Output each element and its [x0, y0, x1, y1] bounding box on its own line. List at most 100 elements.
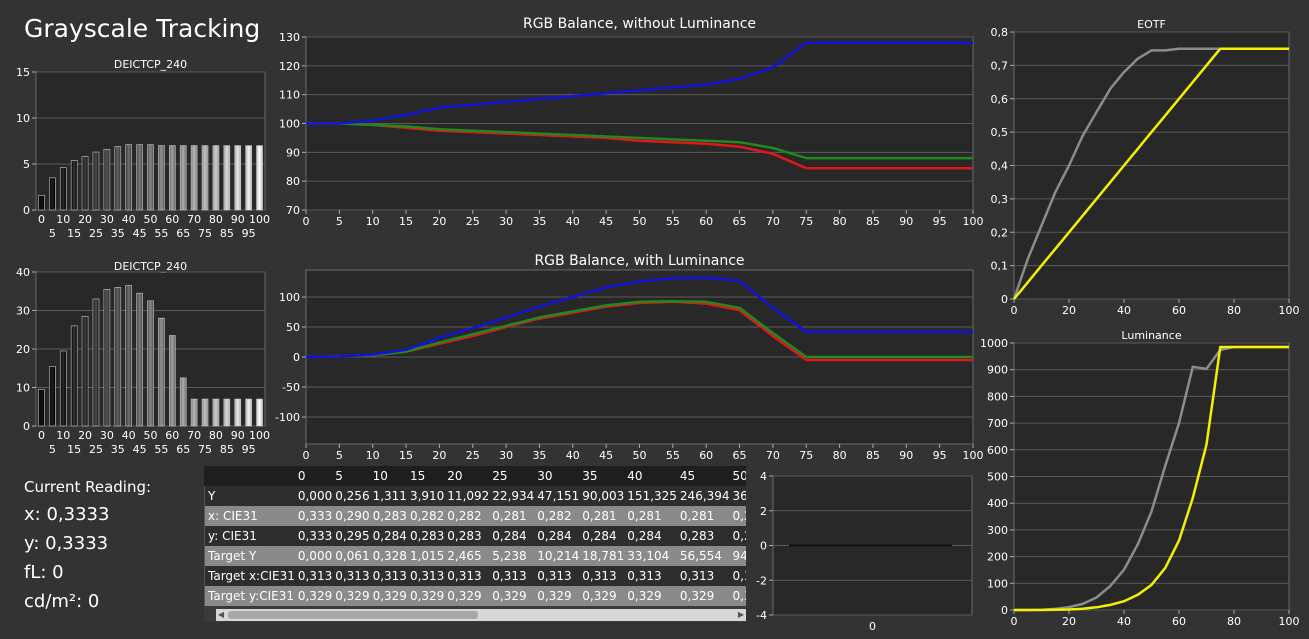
table-cell[interactable]: 94: [729, 546, 746, 566]
table-cell[interactable]: 0,329: [444, 586, 490, 606]
table-column-header[interactable]: 50: [729, 466, 746, 486]
table-cell[interactable]: 0,329: [406, 586, 445, 606]
table-cell[interactable]: 0,3: [729, 566, 746, 586]
table-cell[interactable]: 0,284: [369, 526, 407, 546]
table-cell[interactable]: 0,2: [729, 506, 746, 526]
table-cell[interactable]: 90,003: [579, 486, 625, 506]
table-cell[interactable]: 0,313: [489, 566, 535, 586]
table-cell[interactable]: 0,313: [332, 566, 370, 586]
deltae1-bar: [147, 144, 154, 211]
table-cell[interactable]: 0,313: [294, 566, 333, 586]
table-cell[interactable]: 0,282: [406, 506, 445, 526]
row-selector[interactable]: [204, 526, 205, 546]
table-row[interactable]: Y 0,000 0,256 1,311 3,910 11,092 22,934 47,151 9…: [204, 486, 746, 506]
eotf-xtick-label: 20: [1062, 304, 1076, 317]
table-cell[interactable]: 0,284: [624, 526, 677, 546]
table-column-header[interactable]: 5: [332, 466, 370, 486]
table-cell[interactable]: 0,329: [579, 586, 625, 606]
table-cell[interactable]: 0,295: [332, 526, 370, 546]
table-cell[interactable]: 33,104: [624, 546, 677, 566]
table-cell[interactable]: 0,313: [369, 566, 407, 586]
table-cell[interactable]: 0,282: [534, 506, 580, 526]
row-selector[interactable]: [204, 546, 205, 566]
table-cell[interactable]: 47,151: [534, 486, 580, 506]
table-cell[interactable]: 10,214: [534, 546, 580, 566]
table-cell[interactable]: 18,781: [579, 546, 625, 566]
table-cell[interactable]: 3,910: [406, 486, 445, 506]
measurement-grid[interactable]: 0 5 10 15 20 25 30 35 40 45 50 Y 0,000 0,256 1,311 3,9…: [204, 466, 746, 606]
table-cell[interactable]: 0,282: [444, 506, 490, 526]
scroll-right-arrow-icon[interactable]: ▶: [737, 610, 745, 619]
table-column-header[interactable]: 25: [489, 466, 535, 486]
table-cell[interactable]: 1,015: [406, 546, 445, 566]
table-cell[interactable]: 0,061: [332, 546, 370, 566]
table-cell[interactable]: 246,394: [676, 486, 730, 506]
table-cell[interactable]: 0,333: [294, 526, 333, 546]
table-cell[interactable]: 0,313: [534, 566, 580, 586]
table-cell[interactable]: 0,333: [294, 506, 333, 526]
table-cell[interactable]: 0,329: [332, 586, 370, 606]
scrollbar-thumb[interactable]: [228, 611, 478, 619]
table-cell[interactable]: 0,313: [624, 566, 677, 586]
table-row[interactable]: Target y:CIE31 0,329 0,329 0,329 0,329 0,329 0…: [204, 586, 746, 606]
table-cell[interactable]: 0,329: [534, 586, 580, 606]
table-row[interactable]: y: CIE31 0,333 0,295 0,284 0,283 0,283 0,284 0,…: [204, 526, 746, 546]
table-cell[interactable]: 0,283: [444, 526, 490, 546]
lum-ytick-label: 1000: [980, 337, 1008, 350]
row-selector[interactable]: [204, 486, 205, 506]
table-cell[interactable]: 5,238: [489, 546, 535, 566]
table-cell[interactable]: 151,325: [624, 486, 677, 506]
table-cell[interactable]: 0,329: [676, 586, 730, 606]
table-row[interactable]: Target Y 0,000 0,061 0,328 1,015 2,465 5,238 10…: [204, 546, 746, 566]
table-cell[interactable]: 0,329: [624, 586, 677, 606]
table-cell[interactable]: 0,284: [579, 526, 625, 546]
table-cell[interactable]: 0,3: [729, 586, 746, 606]
table-cell[interactable]: 0,329: [489, 586, 535, 606]
table-cell[interactable]: 1,311: [369, 486, 407, 506]
scroll-left-arrow-icon[interactable]: ◀: [217, 610, 225, 619]
table-cell[interactable]: 56,554: [676, 546, 730, 566]
table-cell[interactable]: 0,283: [676, 526, 730, 546]
table-column-header[interactable]: 30: [534, 466, 580, 486]
table-cell[interactable]: 0,313: [444, 566, 490, 586]
table-cell[interactable]: 0,328: [369, 546, 407, 566]
table-cell[interactable]: 0,283: [406, 526, 445, 546]
table-cell[interactable]: 0,281: [624, 506, 677, 526]
table-cell[interactable]: 22,934: [489, 486, 535, 506]
table-horizontal-scrollbar[interactable]: ◀ ▶: [216, 609, 746, 621]
row-selector[interactable]: [204, 586, 205, 606]
table-cell[interactable]: 0,281: [676, 506, 730, 526]
deltae1-bar: [201, 145, 209, 211]
table-column-header[interactable]: 0: [294, 466, 333, 486]
table-cell[interactable]: 11,092: [444, 486, 490, 506]
table-cell[interactable]: 0,000: [294, 486, 333, 506]
row-selector[interactable]: [204, 566, 205, 586]
measurement-table[interactable]: 0 5 10 15 20 25 30 35 40 45 50 Y 0,000 0,256 1,311 3,9…: [204, 466, 746, 622]
table-cell[interactable]: 0,284: [534, 526, 580, 546]
table-column-header[interactable]: 35: [579, 466, 625, 486]
table-column-header[interactable]: 45: [676, 466, 730, 486]
row-selector[interactable]: [204, 506, 205, 526]
table-column-header[interactable]: 40: [624, 466, 677, 486]
table-row[interactable]: x: CIE31 0,333 0,290 0,283 0,282 0,282 0,281 0,…: [204, 506, 746, 526]
table-column-header[interactable]: 20: [444, 466, 490, 486]
table-column-header[interactable]: 15: [406, 466, 445, 486]
table-row[interactable]: Target x:CIE31 0,313 0,313 0,313 0,313 0,313 0…: [204, 566, 746, 586]
eotf-plot-area: [1013, 31, 1290, 300]
table-cell[interactable]: 36: [729, 486, 746, 506]
table-cell[interactable]: 0,000: [294, 546, 333, 566]
table-cell[interactable]: 0,329: [369, 586, 407, 606]
table-cell[interactable]: 0,290: [332, 506, 370, 526]
table-cell[interactable]: 0,313: [406, 566, 445, 586]
table-cell[interactable]: 0,281: [579, 506, 625, 526]
table-cell[interactable]: 2,465: [444, 546, 490, 566]
table-column-header[interactable]: 10: [369, 466, 407, 486]
table-cell[interactable]: 0,284: [489, 526, 535, 546]
table-cell[interactable]: 0,283: [369, 506, 407, 526]
table-cell[interactable]: 0,281: [489, 506, 535, 526]
table-cell[interactable]: 0,313: [676, 566, 730, 586]
table-cell[interactable]: 0,2: [729, 526, 746, 546]
table-cell[interactable]: 0,256: [332, 486, 370, 506]
table-cell[interactable]: 0,329: [294, 586, 333, 606]
table-cell[interactable]: 0,313: [579, 566, 625, 586]
